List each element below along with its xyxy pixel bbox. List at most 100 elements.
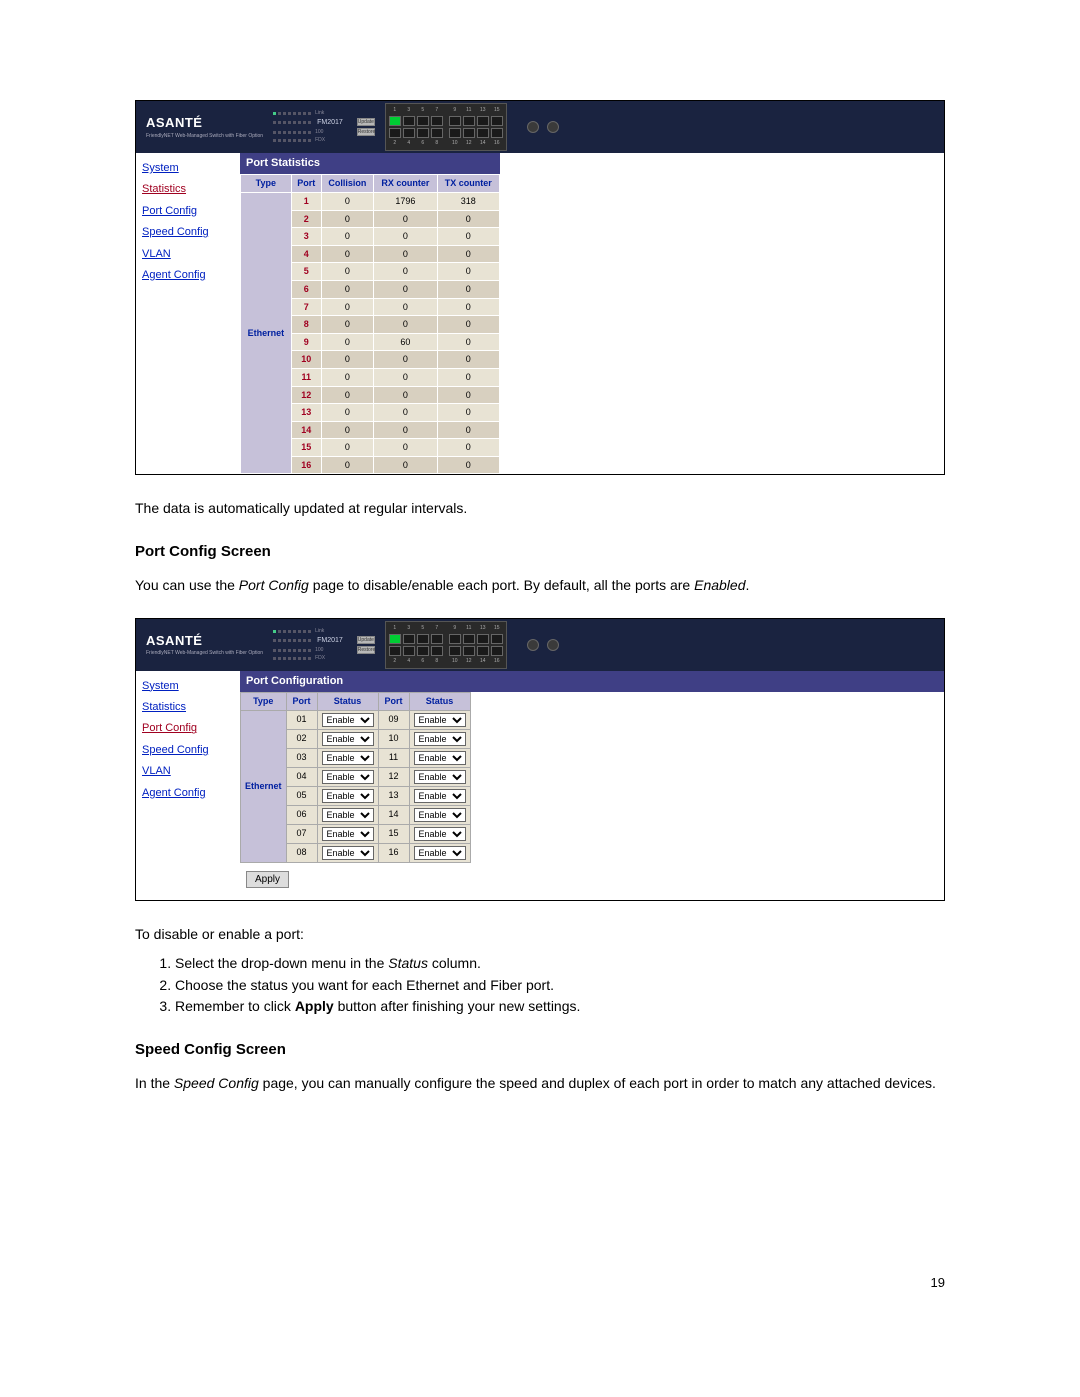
cell-port: 15 bbox=[291, 439, 321, 457]
status-cell: Enable bbox=[409, 824, 470, 843]
status-cell: Enable bbox=[317, 843, 378, 862]
cell-tx: 0 bbox=[437, 333, 499, 351]
cell-collision: 0 bbox=[321, 210, 373, 228]
port-status-select[interactable]: Enable bbox=[414, 827, 466, 841]
port-status-select[interactable]: Enable bbox=[322, 713, 374, 727]
nav-link-agent-config[interactable]: Agent Config bbox=[142, 786, 234, 801]
col-port: Port bbox=[286, 693, 317, 711]
cell-collision: 0 bbox=[321, 228, 373, 246]
sidebar-nav: System Statistics Port Config Speed Config V… bbox=[136, 671, 240, 900]
nav-link-port-config[interactable]: Port Config bbox=[142, 204, 234, 219]
nav-link-system[interactable]: System bbox=[142, 161, 234, 176]
port-status-select[interactable]: Enable bbox=[322, 827, 374, 841]
port-cell: 10 bbox=[378, 729, 409, 748]
port-status-select[interactable]: Enable bbox=[414, 846, 466, 860]
nav-link-speed-config[interactable]: Speed Config bbox=[142, 743, 234, 758]
status-leds: Link FM2017 100 FDX bbox=[273, 628, 343, 662]
status-cell: Enable bbox=[409, 786, 470, 805]
section-heading: Port Config Screen bbox=[135, 541, 945, 562]
status-cell: Enable bbox=[409, 843, 470, 862]
cell-collision: 0 bbox=[321, 421, 373, 439]
cell-collision: 0 bbox=[321, 351, 373, 369]
cell-collision: 0 bbox=[321, 316, 373, 334]
port-status-select[interactable]: Enable bbox=[322, 751, 374, 765]
port-cell: 14 bbox=[378, 805, 409, 824]
col-header: TX counter bbox=[437, 175, 499, 193]
restore-button[interactable]: Restore bbox=[357, 128, 375, 136]
update-button[interactable]: Update bbox=[357, 118, 375, 126]
port-status-select[interactable]: Enable bbox=[322, 846, 374, 860]
model-text: FM2017 bbox=[317, 118, 343, 128]
cell-tx: 0 bbox=[437, 228, 499, 246]
cell-port: 16 bbox=[291, 456, 321, 474]
col-header: Collision bbox=[321, 175, 373, 193]
nav-link-vlan[interactable]: VLAN bbox=[142, 247, 234, 262]
port-cell: 08 bbox=[286, 843, 317, 862]
nav-link-port-config[interactable]: Port Config bbox=[142, 721, 234, 736]
port-panel-graphic: 1357 2468 9111315 10121416 bbox=[385, 621, 507, 669]
port-status-select[interactable]: Enable bbox=[414, 789, 466, 803]
cell-collision: 0 bbox=[321, 298, 373, 316]
cell-port: 8 bbox=[291, 316, 321, 334]
page-number: 19 bbox=[135, 1274, 945, 1292]
brand-logo: ASANTÉ FriendlyNET Web-Managed Switch wi… bbox=[146, 632, 263, 657]
port-status-select[interactable]: Enable bbox=[322, 732, 374, 746]
cell-port: 13 bbox=[291, 404, 321, 422]
section-heading: Speed Config Screen bbox=[135, 1039, 945, 1060]
doc-paragraph: To disable or enable a port: bbox=[135, 925, 945, 945]
brand-text: ASANTÉ bbox=[146, 633, 202, 648]
cell-rx: 0 bbox=[374, 351, 438, 369]
port-status-select[interactable]: Enable bbox=[414, 732, 466, 746]
port-cell: 06 bbox=[286, 805, 317, 824]
cell-port: 10 bbox=[291, 351, 321, 369]
cell-port: 9 bbox=[291, 333, 321, 351]
cell-collision: 0 bbox=[321, 192, 373, 210]
status-cell: Enable bbox=[317, 805, 378, 824]
restore-button[interactable]: Restore bbox=[357, 646, 375, 654]
cell-rx: 1796 bbox=[374, 192, 438, 210]
update-button[interactable]: Update bbox=[357, 636, 375, 644]
nav-link-speed-config[interactable]: Speed Config bbox=[142, 225, 234, 240]
apply-button[interactable]: Apply bbox=[246, 871, 289, 888]
port-status-select[interactable]: Enable bbox=[322, 808, 374, 822]
status-cell: Enable bbox=[317, 824, 378, 843]
uplink-ports bbox=[527, 121, 559, 133]
port-status-select[interactable]: Enable bbox=[322, 789, 374, 803]
nav-link-vlan[interactable]: VLAN bbox=[142, 764, 234, 779]
doc-paragraph: In the Speed Config page, you can manual… bbox=[135, 1074, 945, 1094]
port-status-select[interactable]: Enable bbox=[414, 770, 466, 784]
status-cell: Enable bbox=[317, 729, 378, 748]
port-cell: 03 bbox=[286, 748, 317, 767]
port-status-select[interactable]: Enable bbox=[322, 770, 374, 784]
nav-link-statistics[interactable]: Statistics bbox=[142, 700, 234, 715]
port-cell: 05 bbox=[286, 786, 317, 805]
port-status-select[interactable]: Enable bbox=[414, 808, 466, 822]
cell-tx: 318 bbox=[437, 192, 499, 210]
table-row: Ethernet101796318 bbox=[241, 192, 500, 210]
port-status-select[interactable]: Enable bbox=[414, 713, 466, 727]
brand-sub: FriendlyNET Web-Managed Switch with Fibe… bbox=[146, 650, 263, 657]
list-item: Remember to click Apply button after fin… bbox=[175, 997, 945, 1017]
type-cell: Ethernet bbox=[241, 192, 292, 474]
cell-port: 12 bbox=[291, 386, 321, 404]
port-panel-graphic: 1357 2468 9111315 10121416 bbox=[385, 103, 507, 151]
cell-rx: 0 bbox=[374, 456, 438, 474]
list-item: Select the drop-down menu in the Status … bbox=[175, 954, 945, 974]
port-cell: 01 bbox=[286, 710, 317, 729]
nav-link-system[interactable]: System bbox=[142, 679, 234, 694]
port-cell: 13 bbox=[378, 786, 409, 805]
port-status-select[interactable]: Enable bbox=[414, 751, 466, 765]
cell-tx: 0 bbox=[437, 368, 499, 386]
cell-collision: 0 bbox=[321, 404, 373, 422]
status-leds: Link FM2017 100 FDX bbox=[273, 110, 343, 144]
nav-link-agent-config[interactable]: Agent Config bbox=[142, 268, 234, 283]
cell-collision: 0 bbox=[321, 333, 373, 351]
nav-link-statistics[interactable]: Statistics bbox=[142, 182, 234, 197]
cell-tx: 0 bbox=[437, 386, 499, 404]
cell-collision: 0 bbox=[321, 280, 373, 298]
cell-collision: 0 bbox=[321, 439, 373, 457]
col-header: Type bbox=[241, 175, 292, 193]
col-status: Status bbox=[317, 693, 378, 711]
cell-tx: 0 bbox=[437, 210, 499, 228]
type-cell: Ethernet bbox=[241, 710, 287, 862]
